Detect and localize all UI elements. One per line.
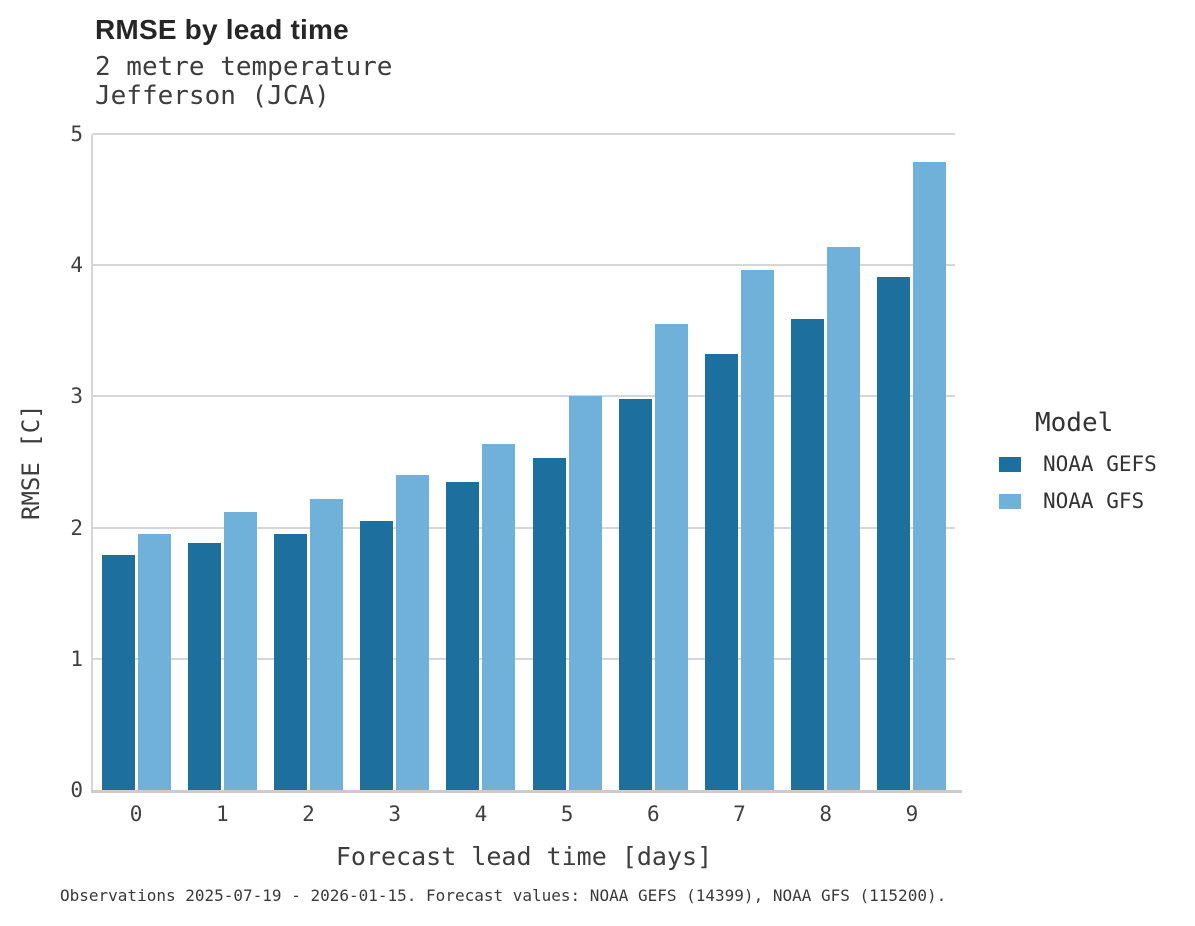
- x-axis-title: Forecast lead time [days]: [335, 842, 713, 871]
- bar-noaa-gfs-day-6: [654, 324, 688, 790]
- y-tick-label-4: 4: [70, 253, 83, 278]
- legend: Model NOAA GEFS NOAA GFS: [999, 408, 1157, 526]
- legend-entry-noaa-gfs: NOAA GFS: [999, 489, 1157, 513]
- gridline-y-3: [93, 395, 955, 398]
- x-axis-ticks: 0 1 2 3 4 5 6 7 8 9: [93, 803, 955, 831]
- bar-noaa-gfs-day-1: [223, 511, 257, 790]
- bar-noaa-gfs-day-0: [137, 534, 171, 790]
- bar-noaa-gefs-day-1: [187, 543, 221, 790]
- bar-noaa-gefs-day-8: [791, 319, 825, 790]
- y-tick-label-2: 2: [70, 515, 83, 540]
- x-tick-label-1: 1: [215, 802, 229, 826]
- bar-noaa-gefs-day-9: [877, 277, 911, 790]
- x-tick-label-3: 3: [388, 802, 402, 826]
- y-axis-ticks: 0 1 2 3 4 5: [36, 123, 83, 801]
- x-tick-label-9: 9: [905, 802, 919, 826]
- y-tick-label-1: 1: [70, 646, 83, 671]
- x-tick-label-0: 0: [129, 802, 143, 826]
- bar-noaa-gfs-day-5: [568, 396, 602, 790]
- gridline-y-5: [93, 133, 955, 135]
- x-tick-label-4: 4: [474, 802, 488, 826]
- legend-swatch-noaa-gfs: [999, 493, 1021, 509]
- bar-noaa-gefs-day-6: [618, 399, 652, 790]
- bar-noaa-gefs-day-5: [532, 458, 566, 790]
- caption: Observations 2025-07-19 - 2026-01-15. Fo…: [60, 886, 947, 905]
- gridline-y-2: [93, 526, 955, 529]
- bar-noaa-gefs-day-2: [274, 534, 307, 790]
- chart-subtitle-location: Jefferson (JCA): [95, 81, 330, 111]
- legend-label-noaa-gefs: NOAA GEFS: [1043, 452, 1157, 476]
- y-axis-spine: [91, 134, 93, 790]
- gridline-y-4: [93, 264, 955, 267]
- x-tick-label-2: 2: [302, 802, 315, 826]
- y-tick-label-5: 5: [70, 122, 83, 146]
- bar-noaa-gfs-day-9: [913, 161, 947, 790]
- x-axis-spine: [91, 790, 962, 793]
- bar-noaa-gefs-day-7: [705, 354, 738, 790]
- chart-title: RMSE by lead time: [95, 14, 349, 45]
- gridline-y-1: [93, 657, 955, 660]
- legend-title: Model: [1035, 408, 1114, 438]
- y-tick-label-0: 0: [70, 778, 83, 802]
- bar-noaa-gfs-day-8: [827, 246, 861, 790]
- legend-swatch-noaa-gefs: [999, 456, 1021, 472]
- bar-noaa-gfs-day-2: [310, 498, 343, 790]
- legend-entry-noaa-gefs: NOAA GEFS: [999, 452, 1157, 476]
- bar-noaa-gfs-day-3: [396, 475, 430, 790]
- bar-noaa-gfs-day-4: [482, 443, 516, 790]
- bar-noaa-gefs-day-3: [360, 521, 394, 790]
- bar-noaa-gefs-day-4: [446, 481, 480, 790]
- x-tick-label-8: 8: [819, 802, 833, 826]
- x-tick-label-7: 7: [733, 802, 746, 826]
- bar-noaa-gfs-day-7: [741, 270, 774, 790]
- chart-subtitle-variable: 2 metre temperature: [95, 52, 393, 82]
- x-tick-label-5: 5: [560, 802, 574, 826]
- bar-noaa-gefs-day-0: [101, 555, 135, 790]
- plot-area: [93, 133, 955, 790]
- y-tick-label-3: 3: [70, 384, 83, 409]
- x-tick-label-6: 6: [646, 802, 660, 826]
- legend-label-noaa-gfs: NOAA GFS: [1043, 489, 1145, 513]
